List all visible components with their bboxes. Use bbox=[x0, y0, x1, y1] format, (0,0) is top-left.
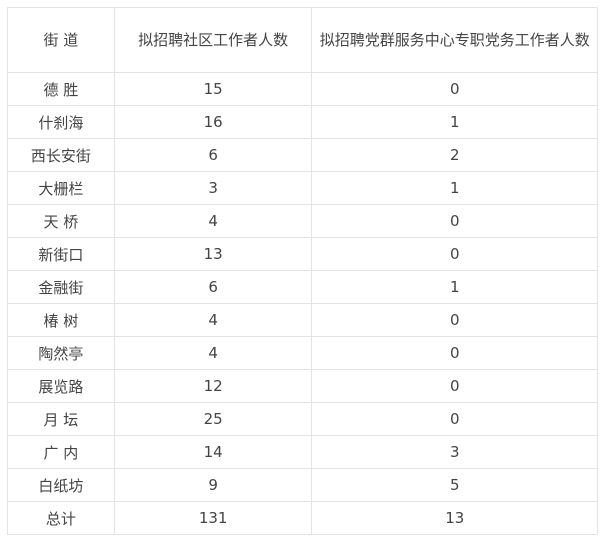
street-cell: 什刹海 bbox=[7, 105, 115, 139]
party-workers-cell: 13 bbox=[311, 501, 598, 535]
street-cell: 新街口 bbox=[7, 237, 115, 271]
party-workers-cell: 1 bbox=[311, 105, 598, 139]
street-cell: 大栅栏 bbox=[7, 171, 115, 205]
street-cell: 金融街 bbox=[7, 270, 115, 304]
community-workers-cell: 3 bbox=[113, 171, 313, 205]
party-workers-cell: 0 bbox=[311, 303, 598, 337]
street-cell: 椿 树 bbox=[7, 303, 115, 337]
table-row: 白纸坊 9 5 bbox=[7, 468, 598, 502]
party-workers-cell: 1 bbox=[311, 171, 598, 205]
party-workers-cell: 2 bbox=[311, 138, 598, 172]
community-workers-cell: 14 bbox=[113, 435, 313, 469]
street-cell: 陶然亭 bbox=[7, 336, 115, 370]
party-workers-cell: 3 bbox=[311, 435, 598, 469]
community-workers-cell: 4 bbox=[113, 303, 313, 337]
community-workers-cell: 4 bbox=[113, 204, 313, 238]
header-row: 街 道 拟招聘社区工作者人数 拟招聘党群服务中心专职党务工作者人数 bbox=[7, 7, 598, 73]
party-workers-cell: 0 bbox=[311, 204, 598, 238]
header-community-workers: 拟招聘社区工作者人数 bbox=[113, 7, 313, 73]
header-street: 街 道 bbox=[7, 7, 115, 73]
table-row: 陶然亭 4 0 bbox=[7, 336, 598, 370]
table-row: 什刹海 16 1 bbox=[7, 105, 598, 139]
party-workers-cell: 0 bbox=[311, 369, 598, 403]
street-cell: 月 坛 bbox=[7, 402, 115, 436]
party-workers-cell: 0 bbox=[311, 72, 598, 106]
recruitment-table: 街 道 拟招聘社区工作者人数 拟招聘党群服务中心专职党务工作者人数 德 胜 15 0… bbox=[7, 7, 598, 535]
table-row: 大栅栏 3 1 bbox=[7, 171, 598, 205]
header-party-workers: 拟招聘党群服务中心专职党务工作者人数 bbox=[311, 7, 598, 73]
community-workers-cell: 12 bbox=[113, 369, 313, 403]
community-workers-cell: 131 bbox=[113, 501, 313, 535]
table-row: 新街口 13 0 bbox=[7, 237, 598, 271]
party-workers-cell: 0 bbox=[311, 336, 598, 370]
street-cell: 总计 bbox=[7, 501, 115, 535]
table-row: 月 坛 25 0 bbox=[7, 402, 598, 436]
party-workers-cell: 5 bbox=[311, 468, 598, 502]
street-cell: 广 内 bbox=[7, 435, 115, 469]
community-workers-cell: 16 bbox=[113, 105, 313, 139]
party-workers-cell: 1 bbox=[311, 270, 598, 304]
street-cell: 西长安街 bbox=[7, 138, 115, 172]
table-row: 金融街 6 1 bbox=[7, 270, 598, 304]
community-workers-cell: 15 bbox=[113, 72, 313, 106]
table-row: 广 内 14 3 bbox=[7, 435, 598, 469]
community-workers-cell: 6 bbox=[113, 138, 313, 172]
table-row: 德 胜 15 0 bbox=[7, 72, 598, 106]
street-cell: 德 胜 bbox=[7, 72, 115, 106]
party-workers-cell: 0 bbox=[311, 402, 598, 436]
street-cell: 白纸坊 bbox=[7, 468, 115, 502]
community-workers-cell: 9 bbox=[113, 468, 313, 502]
community-workers-cell: 6 bbox=[113, 270, 313, 304]
total-row: 总计 131 13 bbox=[7, 501, 598, 535]
street-cell: 展览路 bbox=[7, 369, 115, 403]
street-cell: 天 桥 bbox=[7, 204, 115, 238]
table-row: 展览路 12 0 bbox=[7, 369, 598, 403]
community-workers-cell: 4 bbox=[113, 336, 313, 370]
table-row: 西长安街 6 2 bbox=[7, 138, 598, 172]
community-workers-cell: 13 bbox=[113, 237, 313, 271]
community-workers-cell: 25 bbox=[113, 402, 313, 436]
party-workers-cell: 0 bbox=[311, 237, 598, 271]
